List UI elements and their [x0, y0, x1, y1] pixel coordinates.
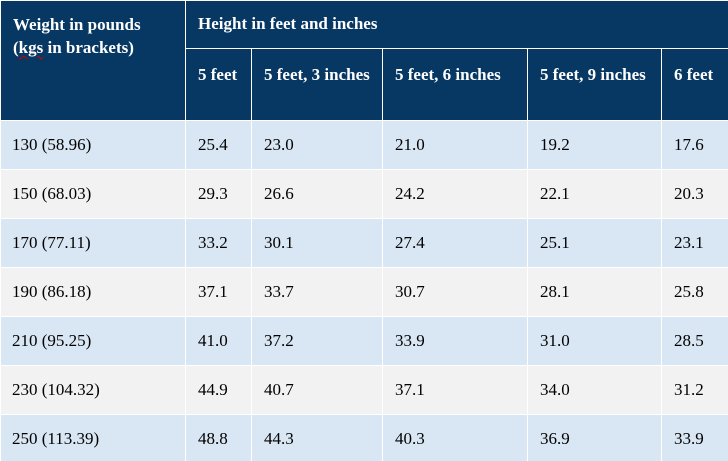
height-column-header: 5 feet, 3 inches — [251, 48, 383, 121]
spellcheck-marked-word: kgs — [18, 38, 44, 57]
bmi-cell: 28.1 — [527, 267, 662, 317]
table-row: 210 (95.25) 41.0 37.2 33.9 31.0 28.5 — [0, 316, 728, 366]
bmi-cell: 40.3 — [382, 414, 528, 461]
weight-cell: 250 (113.39) — [0, 414, 186, 461]
bmi-cell: 17.6 — [661, 120, 728, 170]
bmi-cell: 36.9 — [527, 414, 662, 461]
table-row: 130 (58.96) 25.4 23.0 21.0 19.2 17.6 — [0, 120, 728, 170]
table-row: 170 (77.11) 33.2 30.1 27.4 25.1 23.1 — [0, 218, 728, 268]
bmi-cell: 26.6 — [251, 169, 383, 219]
bmi-cell: 44.9 — [185, 365, 252, 415]
height-column-header: 5 feet — [185, 48, 252, 121]
bmi-cell: 33.9 — [661, 414, 728, 461]
bmi-cell: 20.3 — [661, 169, 728, 219]
bmi-cell: 34.0 — [527, 365, 662, 415]
bmi-cell: 37.1 — [382, 365, 528, 415]
height-group-header: Height in feet and inches — [185, 0, 728, 49]
bmi-cell: 30.7 — [382, 267, 528, 317]
bmi-cell: 24.2 — [382, 169, 528, 219]
bmi-cell: 33.2 — [185, 218, 252, 268]
table-row: 250 (113.39) 48.8 44.3 40.3 36.9 33.9 — [0, 414, 728, 461]
bmi-cell: 27.4 — [382, 218, 528, 268]
bmi-cell: 44.3 — [251, 414, 383, 461]
bmi-cell: 31.2 — [661, 365, 728, 415]
bmi-cell: 25.1 — [527, 218, 662, 268]
bmi-cell: 21.0 — [382, 120, 528, 170]
weight-cell: 210 (95.25) — [0, 316, 186, 366]
table-row: 150 (68.03) 29.3 26.6 24.2 22.1 20.3 — [0, 169, 728, 219]
table-row: 190 (86.18) 37.1 33.7 30.7 28.1 25.8 — [0, 267, 728, 317]
bmi-cell: 28.5 — [661, 316, 728, 366]
height-column-header: 5 feet, 6 inches — [382, 48, 528, 121]
weight-cell: 130 (58.96) — [0, 120, 186, 170]
bmi-cell: 25.8 — [661, 267, 728, 317]
bmi-cell: 37.2 — [251, 316, 383, 366]
bmi-cell: 25.4 — [185, 120, 252, 170]
bmi-cell: 30.1 — [251, 218, 383, 268]
weight-cell: 190 (86.18) — [0, 267, 186, 317]
weight-cell: 150 (68.03) — [0, 169, 186, 219]
bmi-cell: 48.8 — [185, 414, 252, 461]
table-row: 230 (104.32) 44.9 40.7 37.1 34.0 31.2 — [0, 365, 728, 415]
height-column-header: 5 feet, 9 inches — [527, 48, 662, 121]
bmi-cell: 31.0 — [527, 316, 662, 366]
bmi-cell: 33.9 — [382, 316, 528, 366]
weight-cell: 170 (77.11) — [0, 218, 186, 268]
bmi-cell: 40.7 — [251, 365, 383, 415]
height-column-header: 6 feet — [661, 48, 728, 121]
bmi-cell: 29.3 — [185, 169, 252, 219]
bmi-cell: 23.1 — [661, 218, 728, 268]
bmi-cell: 41.0 — [185, 316, 252, 366]
bmi-cell: 22.1 — [527, 169, 662, 219]
weight-column-header: Weight in pounds (kgs in brackets) — [0, 0, 186, 121]
weight-header-line1: Weight in pounds — [13, 15, 141, 34]
bmi-cell: 19.2 — [527, 120, 662, 170]
bmi-cell: 33.7 — [251, 267, 383, 317]
weight-cell: 230 (104.32) — [0, 365, 186, 415]
bmi-cell: 37.1 — [185, 267, 252, 317]
bmi-cell: 23.0 — [251, 120, 383, 170]
